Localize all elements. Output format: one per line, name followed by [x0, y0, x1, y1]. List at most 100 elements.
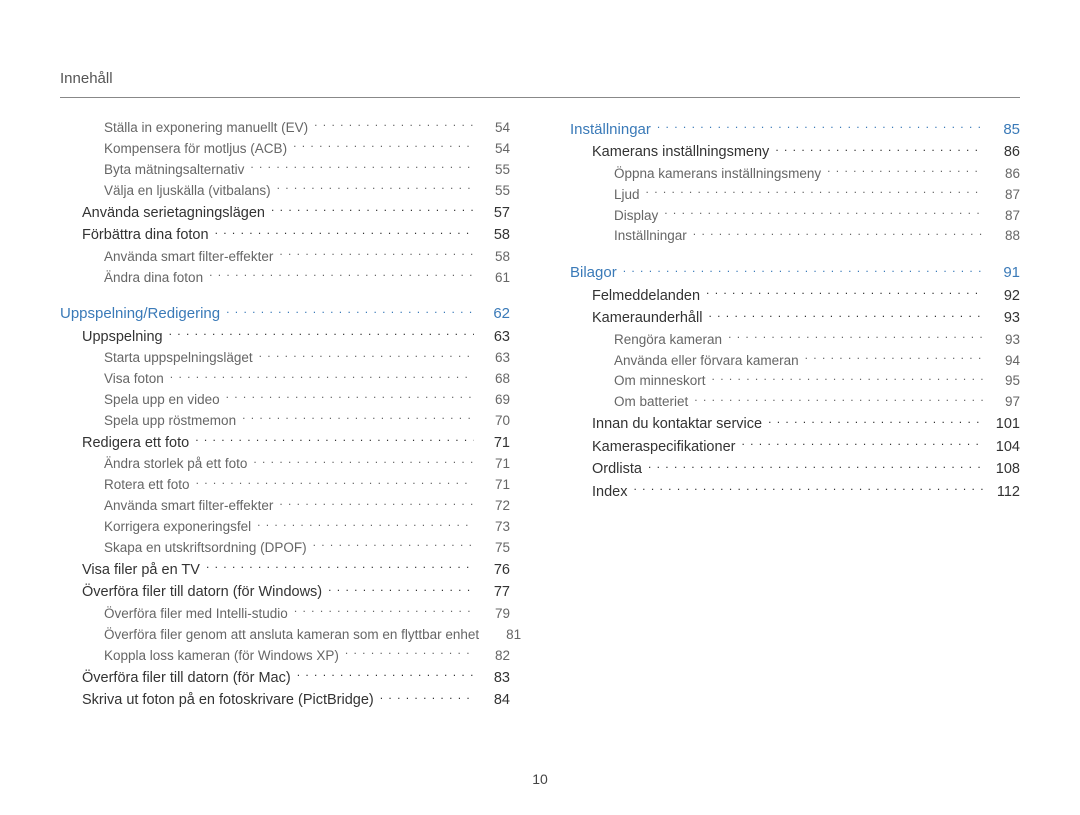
toc-entry[interactable]: Byta mätningsalternativ55 — [60, 160, 510, 181]
toc-label: Välja en ljuskälla (vitbalans) — [104, 181, 271, 202]
dot-leader — [646, 185, 984, 199]
toc-page: 79 — [480, 604, 510, 625]
toc-label: Skapa en utskriftsordning (DPOF) — [104, 538, 307, 559]
dot-leader — [345, 646, 474, 660]
toc-entry[interactable]: Ändra dina foton61 — [60, 268, 510, 289]
toc-page: 86 — [990, 164, 1020, 185]
dot-leader — [708, 308, 984, 323]
dot-leader — [250, 160, 474, 174]
toc-label: Redigera ett foto — [82, 432, 189, 454]
toc-entry[interactable]: Skapa en utskriftsordning (DPOF)75 — [60, 538, 510, 559]
toc-label: Rotera ett foto — [104, 475, 190, 496]
toc-entry[interactable]: Display87 — [570, 206, 1020, 227]
toc-entry[interactable]: Om batteriet97 — [570, 392, 1020, 413]
dot-leader — [209, 268, 474, 282]
dot-leader — [648, 459, 984, 474]
toc-page: 63 — [480, 326, 510, 348]
toc-entry[interactable]: Visa foton68 — [60, 369, 510, 390]
toc-entry[interactable]: Om minneskort95 — [570, 371, 1020, 392]
toc-page: 71 — [480, 432, 510, 454]
toc-entry[interactable]: Inställningar85 — [570, 118, 1020, 141]
dot-leader — [279, 247, 474, 261]
toc-label: Kamerans inställningsmeny — [592, 141, 769, 163]
toc-label: Visa filer på en TV — [82, 559, 200, 581]
toc-entry[interactable]: Använda eller förvara kameran94 — [570, 351, 1020, 372]
toc-page: 86 — [990, 141, 1020, 163]
toc-entry[interactable]: Kamerans inställningsmeny 86 — [570, 141, 1020, 163]
toc-label: Använda eller förvara kameran — [614, 351, 799, 372]
toc-entry[interactable]: Korrigera exponeringsfel73 — [60, 517, 510, 538]
toc-page: 77 — [480, 581, 510, 603]
toc-entry[interactable]: Kameraunderhåll93 — [570, 307, 1020, 329]
toc-entry[interactable]: Starta uppspelningsläget63 — [60, 348, 510, 369]
toc-entry[interactable]: Spela upp röstmemon 70 — [60, 411, 510, 432]
toc-entry[interactable]: Bilagor91 — [570, 261, 1020, 284]
toc-entry[interactable]: Kompensera för motljus (ACB)54 — [60, 139, 510, 160]
toc-entry[interactable]: Överföra filer genom att ansluta kameran… — [60, 625, 510, 646]
dot-leader — [693, 227, 984, 241]
dot-leader — [170, 370, 474, 384]
toc-entry[interactable]: Index112 — [570, 481, 1020, 503]
toc-entry[interactable]: Uppspelning63 — [60, 326, 510, 348]
dot-leader — [253, 455, 474, 469]
toc-label: Starta uppspelningsläget — [104, 348, 253, 369]
toc-entry[interactable]: Ordlista108 — [570, 458, 1020, 480]
toc-entry[interactable]: Visa filer på en TV76 — [60, 559, 510, 581]
toc-page: 70 — [480, 411, 510, 432]
dot-leader — [226, 391, 474, 405]
toc-label: Bilagor — [570, 261, 617, 284]
toc-entry[interactable]: Rotera ett foto71 — [60, 475, 510, 496]
dot-leader — [314, 119, 474, 133]
dot-leader — [215, 225, 474, 240]
toc-page: 68 — [480, 369, 510, 390]
toc-entry[interactable]: Använda smart filter-effekter72 — [60, 496, 510, 517]
toc-page: 71 — [480, 454, 510, 475]
toc-entry[interactable]: Överföra filer till datorn (för Mac)83 — [60, 667, 510, 689]
toc-label: Överföra filer genom att ansluta kameran… — [104, 625, 479, 646]
page-title: Innehåll — [60, 70, 1020, 98]
dot-leader — [657, 119, 984, 134]
toc-label: Överföra filer till datorn (för Mac) — [82, 667, 291, 689]
dot-leader — [664, 206, 984, 220]
toc-entry[interactable]: Spela upp en video69 — [60, 390, 510, 411]
toc-entry[interactable]: Innan du kontaktar service101 — [570, 413, 1020, 435]
toc-label: Korrigera exponeringsfel — [104, 517, 251, 538]
toc-entry[interactable]: Koppla loss kameran (för Windows XP)82 — [60, 646, 510, 667]
toc-entry[interactable]: Skriva ut foton på en fotoskrivare (Pict… — [60, 689, 510, 711]
left-column: Ställa in exponering manuellt (EV)54Komp… — [60, 118, 510, 712]
toc-entry[interactable]: Öppna kamerans inställningsmeny86 — [570, 164, 1020, 185]
toc-entry[interactable]: Kameraspecifikationer104 — [570, 436, 1020, 458]
toc-label: Om batteriet — [614, 392, 688, 413]
toc-label: Ändra storlek på ett foto — [104, 454, 247, 475]
toc-entry[interactable]: Uppspelning/Redigering62 — [60, 302, 510, 325]
toc-entry[interactable]: Välja en ljuskälla (vitbalans) 55 — [60, 181, 510, 202]
dot-leader — [277, 181, 474, 195]
toc-entry[interactable]: Ändra storlek på ett foto 71 — [60, 454, 510, 475]
toc-page: 55 — [480, 181, 510, 202]
toc-label: Rengöra kameran — [614, 330, 722, 351]
toc-entry[interactable]: Redigera ett foto 71 — [60, 432, 510, 454]
toc-page: 58 — [480, 247, 510, 268]
toc-entry[interactable]: Överföra filer med Intelli-studio79 — [60, 604, 510, 625]
toc-entry[interactable]: Rengöra kameran93 — [570, 330, 1020, 351]
toc-entry[interactable]: Använda smart filter-effekter 58 — [60, 247, 510, 268]
toc-page: 108 — [990, 458, 1020, 480]
dot-leader — [271, 202, 474, 217]
toc-page: 81 — [491, 625, 521, 646]
toc-label: Om minneskort — [614, 371, 706, 392]
toc-label: Använda smart filter-effekter — [104, 247, 273, 268]
toc-entry[interactable]: Ställa in exponering manuellt (EV)54 — [60, 118, 510, 139]
toc-label: Kameraunderhåll — [592, 307, 702, 329]
toc-entry[interactable]: Förbättra dina foton58 — [60, 224, 510, 246]
toc-page: 55 — [480, 160, 510, 181]
toc-entry[interactable]: Använda serietagningslägen57 — [60, 202, 510, 224]
dot-leader — [242, 411, 474, 425]
toc-entry[interactable]: Överföra filer till datorn (för Windows)… — [60, 581, 510, 603]
toc-page: 92 — [990, 285, 1020, 307]
toc-entry[interactable]: Ljud87 — [570, 185, 1020, 206]
toc-entry[interactable]: Inställningar88 — [570, 226, 1020, 247]
dot-leader — [294, 604, 474, 618]
toc-label: Spela upp röstmemon — [104, 411, 236, 432]
toc-entry[interactable]: Felmeddelanden92 — [570, 285, 1020, 307]
toc-page: 58 — [480, 224, 510, 246]
